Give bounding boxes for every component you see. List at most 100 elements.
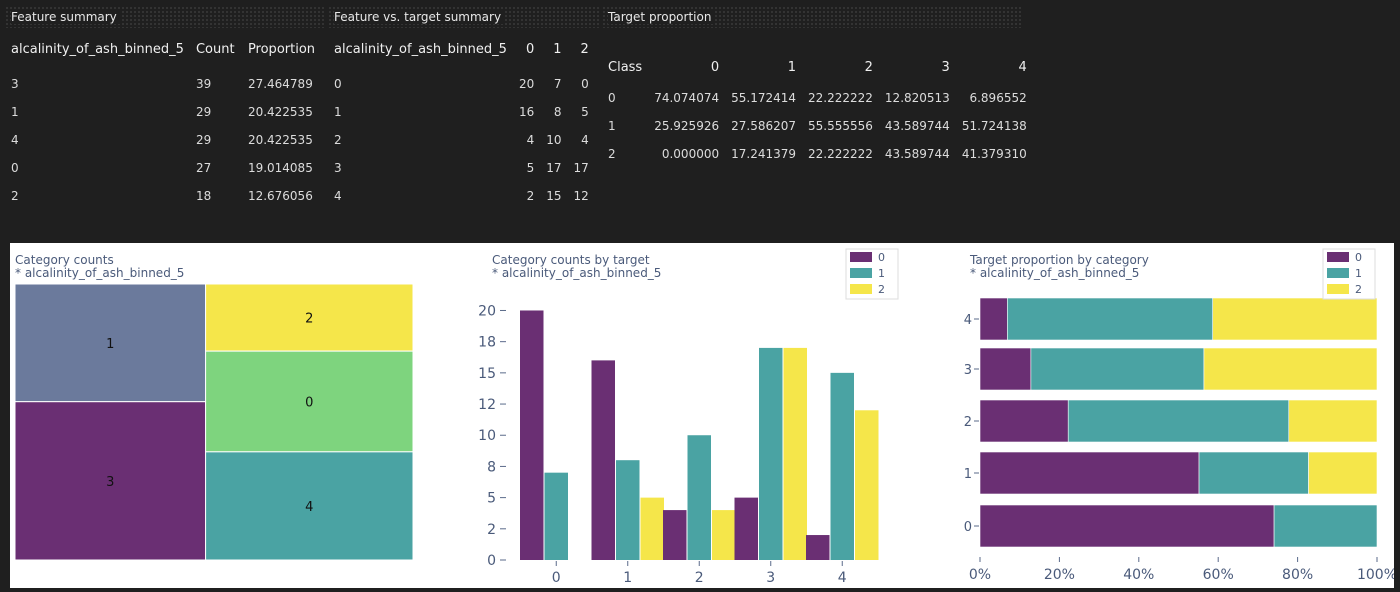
legend-label: 2: [878, 283, 885, 296]
y-tick-label: 2: [487, 522, 496, 538]
bar-1-series-2: [640, 497, 664, 560]
table-cell: 29: [195, 133, 212, 147]
bar-4-series-1: [830, 372, 854, 560]
bar-1-series-0: [591, 360, 615, 560]
y-tick-label: 20: [478, 303, 496, 319]
table-cell: 51.724138: [961, 119, 1027, 133]
y-tick-label: 18: [478, 335, 496, 351]
treemap-tile-4: [205, 451, 414, 561]
table-cell: 10: [546, 133, 562, 147]
column-header: alcalinity_of_ash_binned_5: [11, 41, 184, 57]
table-cell: 43.589744: [884, 147, 950, 161]
column-header: Proportion: [247, 41, 316, 57]
y-tick-label: 10: [478, 428, 496, 444]
legend-label: 2: [1355, 283, 1362, 296]
bar-0-series-0: [520, 310, 544, 560]
stacked-bar-2-series-2: [1288, 399, 1378, 443]
table-cell: 3: [11, 77, 19, 91]
table-cell: 27.586207: [731, 119, 797, 133]
x-tick-label: 100%: [1357, 567, 1394, 583]
chart-title: Category counts by target: [492, 253, 650, 267]
x-tick-label: 0: [552, 570, 561, 586]
feature-summary-title: Feature summary: [5, 6, 325, 28]
bar-3-series-2: [783, 347, 807, 560]
bar-1-series-1: [616, 460, 640, 560]
table-row: 2 18 12.676056: [5, 182, 321, 210]
legend-swatch: [1327, 284, 1349, 294]
stacked-bar-0-series-0: [979, 504, 1275, 548]
bar-2-series-1: [687, 435, 711, 560]
column-header: Class: [608, 59, 643, 75]
feature-target-summary-panel: Feature vs. target summary alcalinity_of…: [328, 6, 600, 210]
stacked-bar-4-series-1: [1007, 297, 1214, 341]
legend-swatch: [850, 252, 872, 262]
stacked-bar-3-series-2: [1203, 347, 1378, 391]
stacked-bar-0-series-1: [1273, 504, 1378, 548]
table-cell: 2: [334, 133, 342, 147]
table-cell: 19.014085: [247, 161, 313, 175]
column-header: 1: [787, 59, 797, 75]
x-tick-label: 60%: [1203, 567, 1234, 583]
table-cell: 1: [608, 119, 616, 133]
bar-2-series-0: [663, 510, 687, 560]
treemap-label: 4: [305, 500, 313, 515]
table-cell: 1: [334, 105, 342, 119]
table-cell: 4: [334, 189, 342, 203]
table-cell: 6.896552: [969, 91, 1027, 105]
stacked-bar-1-series-1: [1198, 451, 1309, 495]
table-row: 0 27 19.014085: [5, 154, 321, 182]
column-header: 1: [553, 41, 562, 57]
table-cell: 2: [526, 189, 535, 203]
x-tick-label: 2: [695, 570, 704, 586]
x-tick-label: 0%: [969, 567, 991, 583]
table-cell: 0.000000: [661, 147, 720, 161]
treemap-label: 2: [305, 312, 313, 327]
table-row: 2 4 10 4: [328, 126, 595, 154]
target-proportion-panel: Target proportion Class 0 1 2 3 4 0 74.07…: [602, 6, 1027, 168]
treemap-title-block: Category counts * alcalinity_of_ash_binn…: [15, 254, 184, 280]
table-cell: 4: [526, 133, 535, 147]
y-tick-label: 15: [478, 366, 496, 382]
target-proportion-table: Class 0 1 2 3 4 0 74.074074 55.172414 22.22…: [602, 50, 1033, 168]
stacked-chart-title-block: Target proportion by category * alcalini…: [970, 254, 1149, 280]
table-cell: 5: [581, 105, 589, 119]
bar-chart-title-block: Category counts by target * alcalinity_o…: [492, 254, 661, 280]
table-cell: 4: [11, 133, 19, 147]
chart-subtitle: * alcalinity_of_ash_binned_5: [15, 266, 185, 280]
legend-label: 0: [1355, 251, 1362, 264]
feature-target-summary-table: alcalinity_of_ash_binned_5 0 1 2 0 20 7 0 1 1…: [328, 28, 595, 210]
column-header: 2: [580, 41, 589, 57]
table-row: 2 0.000000 17.241379 22.222222 43.589744 41.3…: [602, 140, 1033, 168]
table-cell: 0: [581, 77, 589, 91]
x-tick-label: 40%: [1123, 567, 1154, 583]
table-cell: 25.925926: [654, 119, 720, 133]
target-proportion-title: Target proportion: [602, 6, 1022, 28]
table-cell: 20.422535: [247, 133, 313, 147]
table-row: 4 2 15 12: [328, 182, 595, 210]
chart-subtitle: * alcalinity_of_ash_binned_5: [492, 266, 662, 280]
feature-summary-table: alcalinity_of_ash_binned_5 Count Proport…: [5, 28, 321, 210]
feature-summary-panel: Feature summary alcalinity_of_ash_binned…: [5, 6, 325, 210]
table-cell: 17: [573, 161, 589, 175]
chart-title: Category counts: [15, 253, 114, 267]
y-tick-label: 5: [487, 491, 496, 507]
chart-title: Target proportion by category: [970, 253, 1149, 267]
y-tick-label: 1: [964, 467, 972, 482]
bar-4-series-2: [855, 410, 879, 560]
table-cell: 39: [195, 77, 212, 91]
legend-swatch: [1327, 252, 1349, 262]
treemap-label: 1: [106, 337, 114, 352]
feature-target-summary-title: Feature vs. target summary: [328, 6, 600, 28]
table-cell: 41.379310: [961, 147, 1027, 161]
y-tick-label: 2: [964, 415, 972, 430]
column-header: 4: [1018, 59, 1027, 75]
table-cell: 27: [195, 161, 212, 175]
column-header: 0: [525, 41, 535, 57]
treemap-label: 0: [305, 395, 313, 410]
table-cell: 1: [11, 105, 19, 119]
table-cell: 17.241379: [731, 147, 797, 161]
table-cell: 17: [546, 161, 562, 175]
treemap-tile-1: [14, 283, 207, 403]
column-header: Count: [195, 41, 235, 57]
